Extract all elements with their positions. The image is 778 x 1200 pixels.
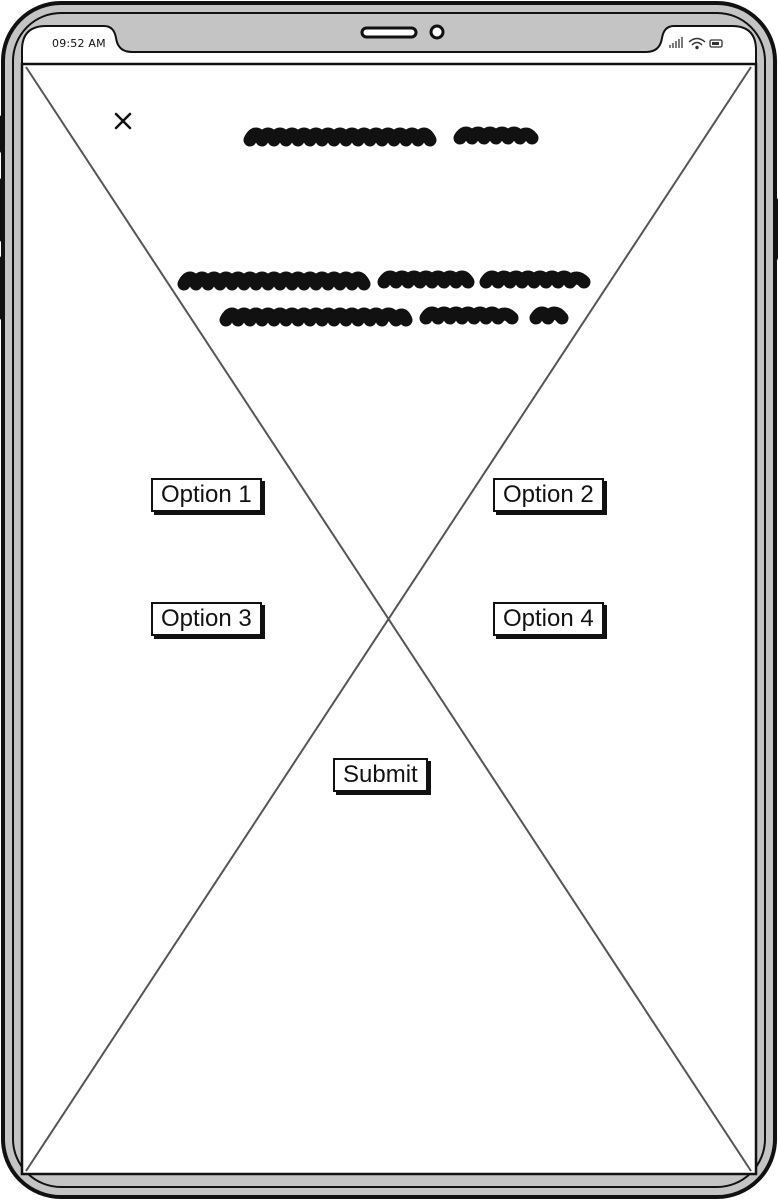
title-scribble — [243, 126, 539, 147]
close-icon — [114, 112, 132, 130]
option-2-button[interactable]: Option 2 — [493, 478, 604, 512]
prompt-scribble — [177, 270, 591, 327]
signal-icon — [669, 37, 683, 48]
placeholder-cross-line — [25, 66, 752, 1172]
option-3-button[interactable]: Option 3 — [151, 602, 262, 636]
battery-icon — [709, 39, 723, 48]
wifi-icon — [688, 37, 706, 50]
status-bar-area — [21, 25, 757, 65]
camera-icon — [429, 24, 445, 40]
speaker-icon — [360, 26, 418, 39]
status-time: 09:52 AM — [52, 37, 106, 50]
option-1-button[interactable]: Option 1 — [151, 478, 262, 512]
submit-button[interactable]: Submit — [333, 758, 428, 792]
close-button[interactable] — [108, 106, 138, 136]
option-4-button[interactable]: Option 4 — [493, 602, 604, 636]
